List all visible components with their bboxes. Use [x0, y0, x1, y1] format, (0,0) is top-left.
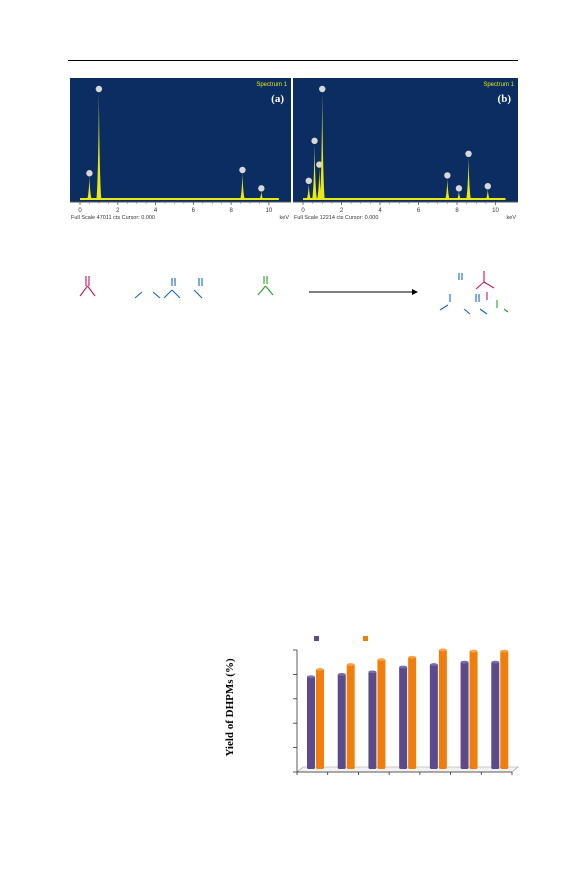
bar-series-1 [307, 676, 315, 769]
spectrum-peak [312, 143, 318, 200]
spectrum-b-title: Spectrum 1 [483, 82, 514, 88]
peak-marker [319, 85, 326, 93]
spectrum-a-background [70, 78, 291, 202]
spectrum-peak [444, 178, 450, 200]
bar-series-1 [429, 664, 438, 769]
spectrum-peak [466, 156, 472, 200]
reaction-arrow [309, 289, 418, 295]
bar-top [500, 649, 509, 653]
spectrum-tick-label: 4 [154, 208, 158, 214]
spectrum-peak [316, 167, 322, 200]
spectrum-a-footer-left: Full Scale 47011 cts Cursor: 0.000 [71, 215, 155, 221]
spectrum-a-ticks: 0 2 4 6 8 10 [78, 202, 273, 214]
spectrum-baseline [80, 198, 279, 200]
aldehyde-structure [79, 276, 96, 297]
bar-series-1 [337, 673, 346, 769]
reaction-scheme [79, 271, 509, 315]
eds-spectrum-b-svg: Spectrum 1 (b) 0 2 4 6 8 10 Full Scale 12214 … [293, 78, 518, 221]
bar-series-2 [346, 664, 355, 769]
spectrum-tick-label: 10 [492, 208, 499, 214]
bar-series-2 [377, 659, 386, 769]
bar-top [368, 670, 377, 674]
peak-marker [484, 183, 491, 190]
bar-top [337, 672, 346, 676]
spectrum-a-peaks [80, 85, 279, 200]
bar-top [408, 655, 417, 659]
bar-series-2 [438, 649, 447, 769]
bar-top [377, 658, 386, 662]
spectrum-tick-label: 4 [378, 208, 382, 214]
spectrum-b-background [293, 78, 518, 202]
peak-marker [465, 150, 472, 157]
chart-bars [307, 648, 509, 769]
peak-marker [305, 177, 312, 184]
spectrum-peak [306, 183, 312, 200]
spectrum-peak [239, 173, 245, 200]
spectrum-tick-label: 8 [229, 208, 233, 214]
spectrum-tick-label: 6 [417, 208, 421, 214]
bar-top [307, 675, 315, 679]
spectrum-b-peaks [303, 85, 506, 200]
bar-top [469, 649, 478, 653]
peak-marker [258, 185, 265, 192]
peak-marker [316, 161, 323, 168]
peak-marker [455, 185, 463, 192]
chart-y-axis-label: Yield of DHPMs (%) [224, 658, 236, 757]
spectrum-a-footer-right: keV [280, 215, 290, 221]
bar-series-1 [460, 661, 469, 769]
spectrum-peak [86, 176, 92, 200]
bar-top [316, 668, 324, 671]
spectrum-tick-label: 10 [266, 208, 273, 214]
eds-spectrum-b: Spectrum 1 (b) 0 2 4 6 8 10 Full Scale 12214 … [293, 78, 518, 221]
spectrum-tick-label: 0 [301, 208, 305, 214]
spectrum-peak [456, 191, 462, 200]
legend-swatch-series-1 [314, 636, 319, 641]
bar-top [491, 660, 500, 664]
peak-marker [239, 166, 246, 174]
spectrum-tick-label: 0 [78, 208, 82, 214]
chart-floor [296, 766, 519, 773]
bar-series-1 [491, 661, 500, 769]
spectrum-tick-label: 8 [455, 208, 459, 214]
ketoester-structure [134, 278, 203, 299]
spectrum-tick-label: 6 [192, 208, 196, 214]
spectrum-tick-label: 2 [116, 208, 120, 214]
eds-spectrum-a-svg: Spectrum 1 (a) 0 2 4 6 8 10 Full Scale 47011 … [70, 78, 291, 221]
spectrum-peak [485, 189, 491, 200]
spectrum-tick-label: 2 [340, 208, 344, 214]
peak-marker [311, 137, 318, 145]
bar-series-2 [316, 668, 324, 769]
peak-marker [86, 170, 93, 177]
peak-marker [444, 172, 451, 179]
urea-structure [257, 276, 274, 296]
spectrum-b-ticks: 0 2 4 6 8 10 [301, 202, 499, 214]
bar-series-2 [500, 650, 509, 769]
dhpm-product-structure [439, 271, 509, 315]
bar-series-2 [469, 650, 478, 769]
bar-series-2 [408, 656, 417, 769]
spectrum-baseline [303, 198, 506, 200]
bar-series-1 [368, 671, 377, 769]
spectrum-peak [319, 92, 325, 200]
spectrum-a-label: (a) [271, 93, 284, 105]
bar-top [460, 660, 469, 664]
bar-top [399, 665, 408, 669]
bar-series-1 [399, 666, 408, 769]
bar-top [429, 663, 438, 666]
peak-marker [95, 85, 103, 93]
yield-bar-chart [293, 636, 519, 775]
spectrum-peak [96, 92, 102, 200]
spectrum-b-label: (b) [498, 93, 512, 105]
eds-spectrum-a: Spectrum 1 (a) 0 2 4 6 8 10 Full Scale 47011 … [70, 78, 291, 221]
chart-legend [314, 636, 368, 641]
spectrum-a-title: Spectrum 1 [256, 82, 287, 88]
page-rule [68, 60, 518, 61]
legend-swatch-series-2 [363, 636, 368, 641]
bar-top [346, 663, 355, 666]
spectrum-b-footer-left: Full Scale 12214 cts Cursor: 0.000 [294, 215, 378, 221]
spectrum-b-footer-right: keV [507, 215, 517, 221]
spectrum-peak [258, 191, 264, 200]
bar-top [438, 648, 447, 652]
